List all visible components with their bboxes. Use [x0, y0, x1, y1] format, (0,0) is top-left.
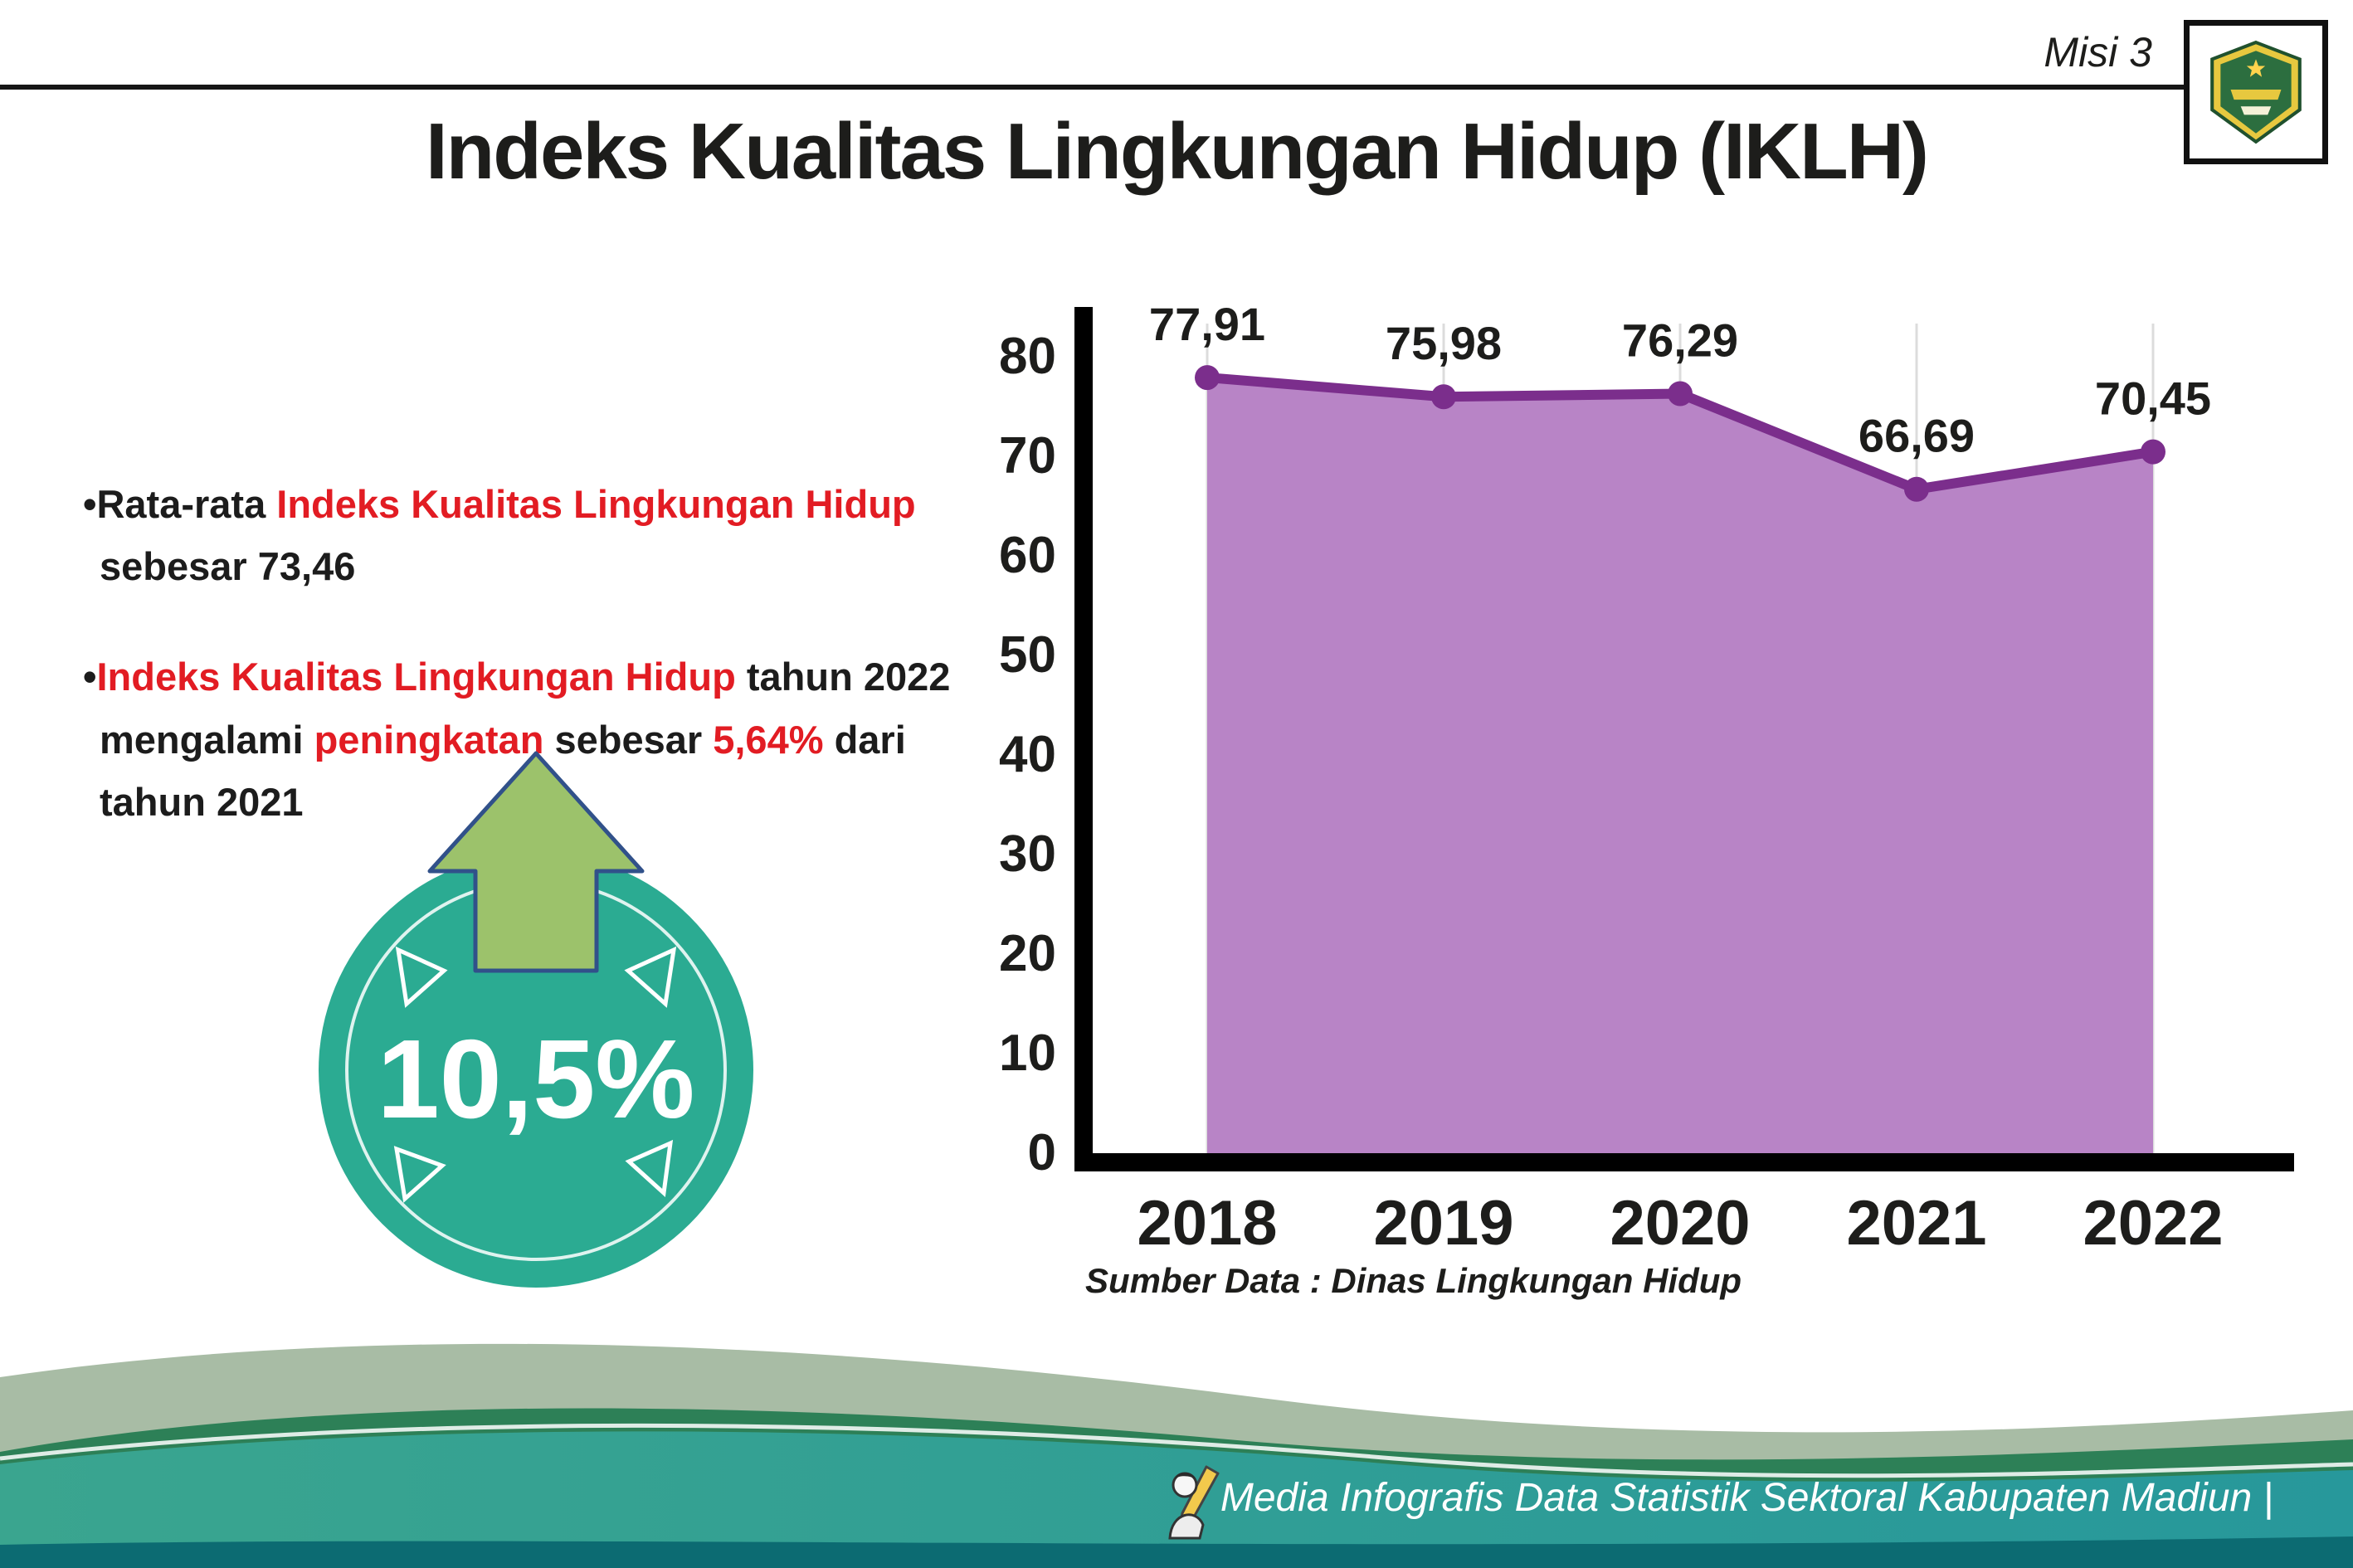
x-tick-label: 2020: [1610, 1188, 1750, 1259]
bullet-marker: •: [83, 482, 97, 526]
increase-percentage-badge: 10,5%: [319, 751, 753, 1288]
text-segment-red: Indeks Kualitas Lingkungan Hidup: [276, 482, 916, 526]
value-label: 66,69: [1859, 410, 1975, 462]
triangle-decoration: [395, 946, 448, 1008]
data-point: [1904, 476, 1929, 502]
wave-bottom-strip: [0, 1536, 2353, 1568]
text-segment-red: peningkatan: [314, 717, 544, 762]
bullet-marker: •: [83, 655, 97, 699]
area-fill: [1207, 377, 2153, 1153]
y-tick-label: 60: [999, 527, 1056, 584]
y-tick-label: 50: [999, 626, 1056, 684]
text-segment-red: 5,64%: [713, 717, 824, 762]
data-point: [1668, 381, 1693, 407]
text-segment: dari tahun 2021: [100, 717, 906, 824]
value-label: 77,91: [1149, 298, 1265, 350]
wave-white-line: [0, 1423, 2353, 1478]
value-label: 76,29: [1622, 314, 1738, 367]
mascot-icon: [1168, 1465, 1220, 1540]
summary-bullets: •Rata-rata Indeks Kualitas Lingkungan Hi…: [83, 473, 979, 881]
y-tick-label: 10: [999, 1025, 1056, 1082]
value-label: 75,98: [1386, 317, 1502, 369]
y-tick-label: 80: [999, 328, 1056, 385]
triangle-decoration: [624, 946, 677, 1008]
text-segment: sebesar: [543, 717, 714, 762]
footer-wave-decoration: [0, 1343, 2353, 1568]
text-segment: sebesar 73,46: [100, 544, 356, 589]
text-segment-red: Indeks Kualitas Lingkungan Hidup: [96, 655, 736, 699]
data-point: [2141, 439, 2165, 465]
y-tick-label: 0: [1028, 1124, 1056, 1181]
x-tick-label: 2021: [1846, 1188, 1986, 1259]
triangle-decoration: [393, 1146, 446, 1203]
x-tick-label: 2022: [2083, 1188, 2223, 1259]
bullet-item-average: •Rata-rata Indeks Kualitas Lingkungan Hi…: [83, 473, 979, 597]
triangle-decoration: [625, 1139, 674, 1198]
y-axis: [1074, 307, 1093, 1171]
page-title: Indeks Kualitas Lingkungan Hidup (IKLH): [425, 107, 1929, 196]
arrow-up-icon: [427, 751, 645, 973]
iklh-area-chart: 0 10 20 30 40 50 60 70 80 77,91 75,98 76,29 66,69 70,…: [999, 298, 2294, 1259]
wave-teal: [0, 1431, 2353, 1568]
data-point: [1431, 384, 1456, 410]
data-point: [1195, 365, 1220, 391]
text-segment: Rata-rata: [96, 482, 277, 526]
header-rule: [0, 85, 2197, 90]
y-tick-label: 70: [999, 427, 1056, 485]
logo-box: [2184, 20, 2328, 164]
y-tick-label: 40: [999, 726, 1056, 783]
kabupaten-madiun-emblem: [2210, 40, 2302, 144]
value-label: 70,45: [2095, 373, 2211, 425]
x-axis: [1074, 1153, 2294, 1171]
bullet-item-increase: •Indeks Kualitas Lingkungan Hidup tahun …: [83, 645, 979, 833]
misi-label: Misi 3: [2044, 29, 2152, 75]
chart-source-note: Sumber Data : Dinas Lingkungan Hidup: [1085, 1261, 1742, 1300]
text-segment: tahun 2022 mengalami: [100, 655, 951, 762]
x-tick-label: 2019: [1373, 1188, 1513, 1259]
footer-credit: Media Infografis Data Statistik Sektoral…: [1220, 1476, 2273, 1520]
badge-value: 10,5%: [378, 1016, 695, 1142]
y-tick-label: 20: [999, 925, 1056, 982]
y-tick-label: 30: [999, 825, 1056, 883]
x-tick-label: 2018: [1137, 1188, 1277, 1259]
